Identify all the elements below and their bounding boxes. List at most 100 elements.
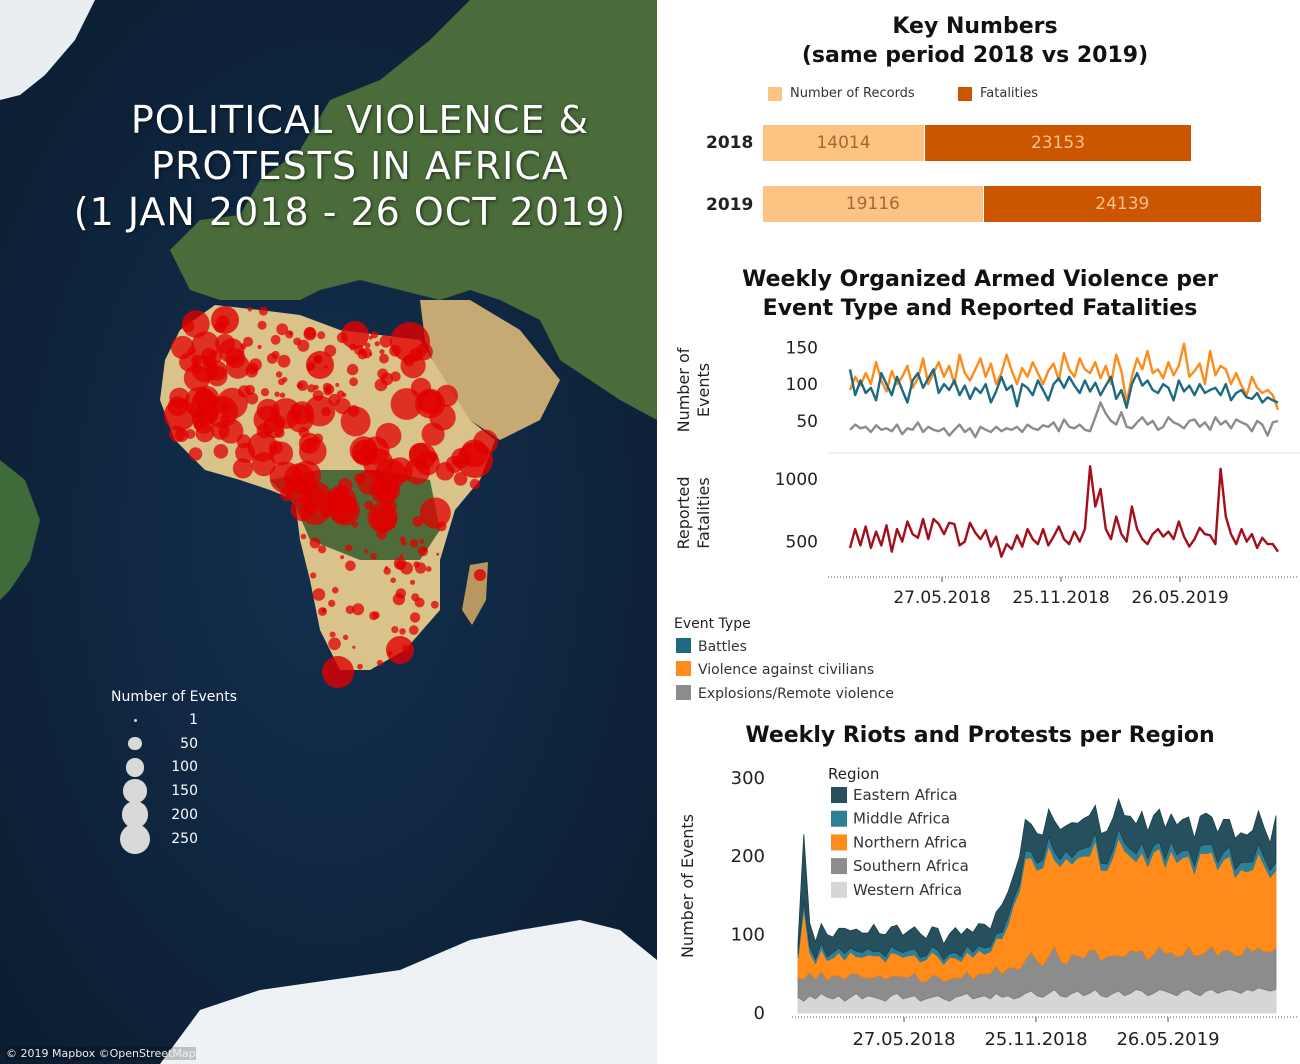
event-circle[interactable] [412,516,424,527]
event-circle[interactable] [370,331,379,339]
event-circle[interactable] [279,392,286,398]
event-circle[interactable] [243,336,254,347]
event-circle[interactable] [395,588,407,599]
series-line-battles[interactable] [848,368,1279,409]
event-circle[interactable] [296,382,304,389]
event-circle[interactable] [270,334,281,345]
event-circle[interactable] [352,645,356,649]
event-circle[interactable] [390,322,430,362]
event-circle[interactable] [276,323,289,336]
event-circle[interactable] [219,414,230,424]
event-circle[interactable] [376,659,383,667]
event-circle[interactable] [374,378,388,392]
event-circle[interactable] [211,306,239,334]
event-circle[interactable] [329,495,360,526]
africa-event-map[interactable] [0,0,657,1064]
event-circle[interactable] [323,387,332,396]
event-circle[interactable] [321,607,327,613]
event-circle[interactable] [342,392,347,398]
event-circle[interactable] [312,588,326,601]
event-circle[interactable] [436,552,440,556]
event-circle[interactable] [400,561,413,575]
event-circle[interactable] [417,546,429,557]
event-circle[interactable] [370,553,377,560]
event-circle[interactable] [345,560,356,572]
riots-area-chart[interactable]: 0 100 200 300 Region Eastern Africa Middle Afr… [660,755,1300,1060]
legend-item-explosions[interactable]: Explosions/Remote violence [676,685,894,702]
event-circle[interactable] [390,388,423,420]
event-circle[interactable] [457,442,493,478]
event-circle[interactable] [340,555,345,560]
event-circle[interactable] [340,406,371,437]
event-circle[interactable] [469,478,481,490]
event-circle[interactable] [258,306,268,316]
event-circle[interactable] [257,320,267,330]
event-circle[interactable] [191,331,220,360]
event-circle[interactable] [391,626,399,634]
bar-fatalities-2019[interactable]: 24139 [983,186,1261,222]
event-circle[interactable] [399,536,406,542]
event-circle[interactable] [218,418,244,444]
event-circle[interactable] [409,579,416,585]
event-circle[interactable] [257,344,262,350]
event-circle[interactable] [415,562,427,574]
event-circle[interactable] [322,656,354,688]
event-circle[interactable] [390,577,397,583]
event-circle[interactable] [430,600,439,609]
legend-item-violence-against-civilians[interactable]: Violence against civilians [676,661,874,678]
event-circle[interactable] [383,567,391,575]
event-circle[interactable] [309,537,321,549]
event-circle[interactable] [232,458,254,479]
event-circle[interactable] [247,307,253,312]
area-eastern-africa[interactable] [797,797,1277,961]
event-circle[interactable] [409,539,419,548]
event-circle[interactable] [328,393,341,406]
event-circle[interactable] [474,569,486,581]
event-circle[interactable] [352,603,365,616]
event-circle[interactable] [313,384,319,390]
event-circle[interactable] [185,429,196,439]
event-circle[interactable] [399,628,406,635]
event-circle[interactable] [337,478,353,493]
event-circle[interactable] [282,376,288,383]
event-circle[interactable] [298,426,310,438]
event-circle[interactable] [236,434,251,449]
event-circle[interactable] [284,463,315,494]
bar-records-2019[interactable]: 19116 [763,186,983,222]
event-circle[interactable] [306,504,315,513]
event-circle[interactable] [419,539,425,544]
event-circle[interactable] [215,333,235,354]
event-circle[interactable] [399,554,404,558]
event-circle[interactable] [379,349,385,355]
event-circle[interactable] [328,637,341,651]
event-circle[interactable] [300,533,307,540]
event-circle[interactable] [345,544,353,552]
event-circle[interactable] [204,361,218,375]
event-circle[interactable] [164,399,196,431]
event-circle[interactable] [317,331,326,340]
series-line-violence-against-civilians[interactable] [848,342,1280,411]
event-circle[interactable] [271,350,280,360]
event-circle[interactable] [453,472,468,486]
event-circle[interactable] [277,354,291,368]
event-circle[interactable] [213,444,229,459]
event-circle[interactable] [329,631,336,638]
event-circle[interactable] [269,441,294,466]
event-circle[interactable] [386,636,414,664]
bar-fatalities-2018[interactable]: 23153 [925,125,1192,161]
event-circle[interactable] [246,392,259,405]
event-circle[interactable] [379,353,389,364]
event-circle[interactable] [332,586,339,594]
event-circle[interactable] [409,625,419,635]
event-circle[interactable] [358,348,365,355]
event-circle[interactable] [307,384,316,393]
event-circle[interactable] [316,489,327,500]
event-circle[interactable] [379,335,393,348]
event-circle[interactable] [256,423,272,439]
armed-violence-chart[interactable]: 50 100 150 500 1000 27.05.2018 25.11.2018 26.05… [660,325,1300,615]
event-circle[interactable] [328,599,336,608]
event-circle[interactable] [408,442,437,470]
event-circle[interactable] [387,457,413,483]
event-circle[interactable] [436,521,447,532]
event-circle[interactable] [306,351,334,379]
